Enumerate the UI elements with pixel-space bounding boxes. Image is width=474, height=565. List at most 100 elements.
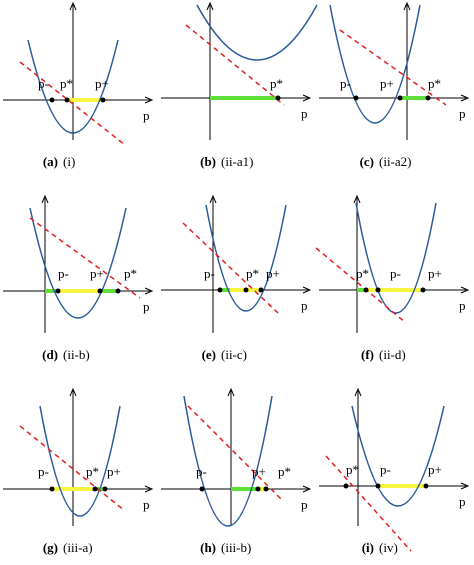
parabola: [205, 204, 287, 312]
y-arrow: [41, 194, 49, 204]
dashed-line: [185, 24, 285, 106]
x-arrow: [460, 94, 470, 102]
point-label: p-: [196, 464, 207, 479]
y-arrow: [353, 194, 361, 204]
point: [55, 288, 61, 294]
axis-label: p: [459, 298, 466, 313]
panel: p-p* p+ p (a) (i): [3, 1, 154, 169]
point-label: p*: [356, 266, 369, 281]
dashed-line: [325, 455, 412, 552]
point: [420, 287, 426, 293]
point: [363, 287, 369, 293]
point: [243, 287, 249, 293]
x-arrow: [302, 286, 312, 294]
point: [353, 95, 359, 101]
point: [199, 486, 205, 492]
y-arrow: [69, 387, 77, 397]
axis-label: p: [459, 494, 466, 509]
point: [258, 287, 264, 293]
point: [64, 97, 70, 103]
point: [375, 483, 381, 489]
point: [115, 288, 121, 294]
point: [92, 486, 98, 492]
caption-case: (ii-a2): [379, 154, 411, 169]
caption-letter: (h): [200, 540, 216, 555]
axis-label: p: [301, 106, 308, 121]
point: [102, 486, 108, 492]
y-arrow: [354, 387, 362, 397]
axis-label: p: [301, 298, 308, 313]
caption-case: (ii-a1): [221, 154, 253, 169]
axis-label: p: [143, 108, 150, 123]
point: [49, 97, 55, 103]
parabola: [39, 405, 121, 517]
y-arrow: [227, 387, 235, 397]
point-label: p-: [204, 266, 215, 281]
caption-case: (i): [63, 154, 75, 169]
y-arrow: [209, 194, 217, 204]
axis-label: p: [143, 497, 150, 512]
point-label: p-: [38, 464, 49, 479]
caption-letter: (c): [360, 154, 374, 169]
point: [425, 95, 431, 101]
panel: p* p-p+ p (i) (iv): [319, 387, 470, 555]
dashed-line: [187, 405, 284, 502]
dashed-line: [29, 217, 141, 299]
point-label: p*: [270, 76, 283, 91]
caption-case: (ii-b): [63, 347, 90, 362]
caption-case: (iii-b): [221, 540, 251, 555]
point-label: p*: [86, 464, 99, 479]
caption-letter: (i): [362, 540, 374, 555]
point-label: p*: [278, 464, 291, 479]
panel: p* p (b) (ii-a1): [161, 1, 318, 169]
caption-case: (ii-d): [379, 347, 406, 362]
dashed-line: [19, 425, 126, 512]
caption-letter: (b): [200, 154, 216, 169]
point: [423, 483, 429, 489]
panel: p-p+ p* p (h) (iii-b): [161, 387, 312, 555]
point-label: p+: [252, 464, 266, 479]
point-label: p*: [346, 462, 359, 477]
x-arrow: [144, 287, 154, 295]
point-label: p-: [390, 266, 401, 281]
x-arrow: [144, 96, 154, 104]
caption-letter: (f): [361, 347, 374, 362]
caption-letter: (g): [43, 540, 58, 555]
point-label: p*: [246, 266, 259, 281]
x-arrow: [302, 94, 312, 102]
point-label: p+: [266, 266, 280, 281]
point: [263, 486, 269, 492]
point-label: p+: [380, 76, 394, 91]
point-label: p-: [58, 266, 69, 281]
parabola: [196, 4, 318, 61]
point-label: p-: [340, 76, 351, 91]
point: [255, 486, 261, 492]
caption-letter: (a): [43, 154, 58, 169]
caption-letter: (e): [202, 347, 216, 362]
axis-label: p: [143, 299, 150, 314]
panel: p-p* p+ p (g) (iii-a): [3, 387, 154, 555]
x-arrow: [460, 482, 470, 490]
parabola: [355, 202, 437, 314]
point-label: p+: [107, 464, 121, 479]
axis-label: p: [301, 497, 308, 512]
axis-label: p: [459, 106, 466, 121]
point: [375, 287, 381, 293]
parabola: [29, 207, 127, 319]
dashed-line: [315, 247, 407, 324]
parabola: [183, 395, 273, 527]
point: [275, 95, 281, 101]
caption-letter: (d): [42, 347, 58, 362]
y-arrow: [206, 1, 214, 11]
x-arrow: [144, 485, 154, 493]
point-label: p+: [428, 462, 442, 477]
point: [397, 95, 403, 101]
dashed-line: [19, 61, 126, 146]
panel: p* p-p+ p (f) (ii-d): [315, 194, 470, 362]
point: [49, 486, 55, 492]
panel: p-p* p+ p (e) (ii-c): [161, 194, 312, 362]
point-label: p+: [428, 266, 442, 281]
point: [217, 287, 223, 293]
parabola: [351, 405, 445, 507]
y-arrow: [403, 1, 411, 11]
